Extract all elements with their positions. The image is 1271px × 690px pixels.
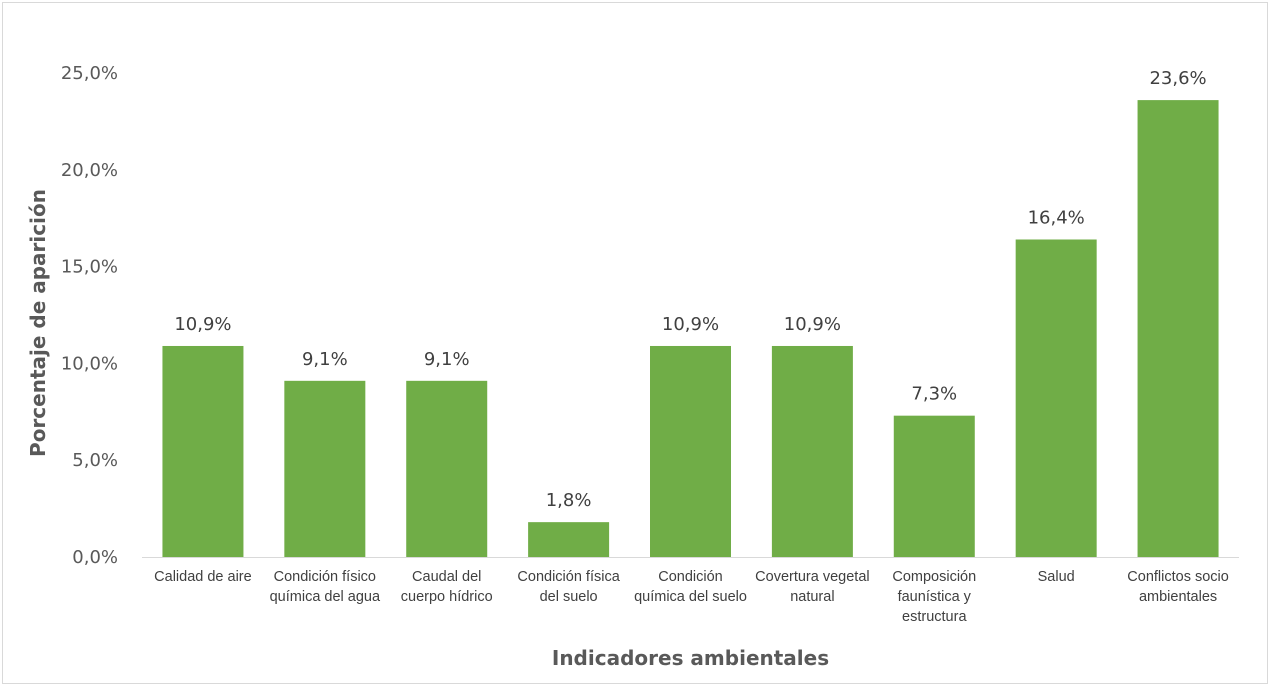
data-label: 16,4% bbox=[1028, 207, 1085, 228]
category-label: Covertura vegetal natural bbox=[755, 569, 869, 605]
y-tick-label: 10,0% bbox=[61, 353, 118, 374]
data-label: 9,1% bbox=[302, 349, 348, 370]
category-label-line: natural bbox=[790, 589, 834, 605]
bar bbox=[1015, 239, 1097, 557]
category-label-line: Condición físico bbox=[274, 569, 376, 585]
category-label-line: estructura bbox=[902, 609, 967, 625]
category-label: Condición físico química del agua bbox=[270, 569, 381, 605]
category-label-line: Calidad de aire bbox=[154, 569, 252, 585]
y-tick-label: 5,0% bbox=[72, 450, 118, 471]
category-label: Condición física del suelo bbox=[517, 569, 620, 605]
data-label: 10,9% bbox=[784, 314, 841, 335]
y-tick-label: 20,0% bbox=[61, 160, 118, 181]
category-label-line: del suelo bbox=[540, 589, 598, 605]
bar bbox=[1137, 100, 1219, 557]
data-labels: 10,9% 9,1% 9,1% 1,8% 10,9% 10,9% 7,3% 16,4% 23,6… bbox=[174, 68, 1206, 511]
data-label: 10,9% bbox=[662, 314, 719, 335]
bar-chart: 0,0% 5,0% 10,0% 15,0% 20,0% 25,0% 10,9% 9,1% 9,… bbox=[26, 63, 1239, 670]
bar bbox=[284, 380, 366, 557]
bar bbox=[406, 380, 488, 557]
y-tick-label: 15,0% bbox=[61, 257, 118, 278]
data-label: 9,1% bbox=[424, 349, 470, 370]
bar bbox=[771, 345, 853, 557]
category-label: Conflictos socio ambientales bbox=[1127, 569, 1229, 605]
y-tick-label: 25,0% bbox=[61, 63, 118, 84]
category-label-line: ambientales bbox=[1139, 589, 1217, 605]
bar bbox=[650, 345, 731, 557]
category-label-line: química del agua bbox=[270, 589, 381, 605]
bar bbox=[528, 522, 610, 557]
category-label-line: faunística y bbox=[898, 589, 972, 605]
category-label-line: Covertura vegetal bbox=[755, 569, 869, 585]
y-axis-title: Porcentaje de aparición bbox=[26, 189, 50, 457]
bars bbox=[162, 100, 1219, 557]
category-label-line: Composición bbox=[892, 569, 976, 585]
y-axis-ticks: 0,0% 5,0% 10,0% 15,0% 20,0% 25,0% bbox=[61, 63, 118, 568]
category-label-line: cuerpo hídrico bbox=[401, 589, 493, 605]
category-label-line: Conflictos socio bbox=[1127, 569, 1229, 585]
category-label-line: Condición física bbox=[517, 569, 620, 585]
category-label: Composición faunística y estructura bbox=[892, 569, 976, 625]
bar bbox=[893, 415, 975, 557]
x-axis-title: Indicadores ambientales bbox=[552, 646, 829, 670]
category-label: Caudal del cuerpo hídrico bbox=[401, 569, 493, 605]
data-label: 1,8% bbox=[546, 490, 592, 511]
category-label-line: Salud bbox=[1038, 569, 1075, 585]
bar bbox=[162, 345, 244, 557]
data-label: 10,9% bbox=[174, 314, 231, 335]
category-label-line: química del suelo bbox=[634, 589, 747, 605]
y-tick-label: 0,0% bbox=[72, 547, 118, 568]
category-label: Calidad de aire bbox=[154, 569, 252, 585]
category-label: Condición química del suelo bbox=[634, 569, 747, 605]
data-label: 7,3% bbox=[911, 384, 957, 405]
category-label-line: Caudal del bbox=[412, 569, 481, 585]
category-label-line: Condición bbox=[658, 569, 723, 585]
data-label: 23,6% bbox=[1149, 68, 1206, 89]
category-label: Salud bbox=[1038, 569, 1075, 585]
category-labels: Calidad de aire Condición físico química d… bbox=[154, 569, 1229, 625]
